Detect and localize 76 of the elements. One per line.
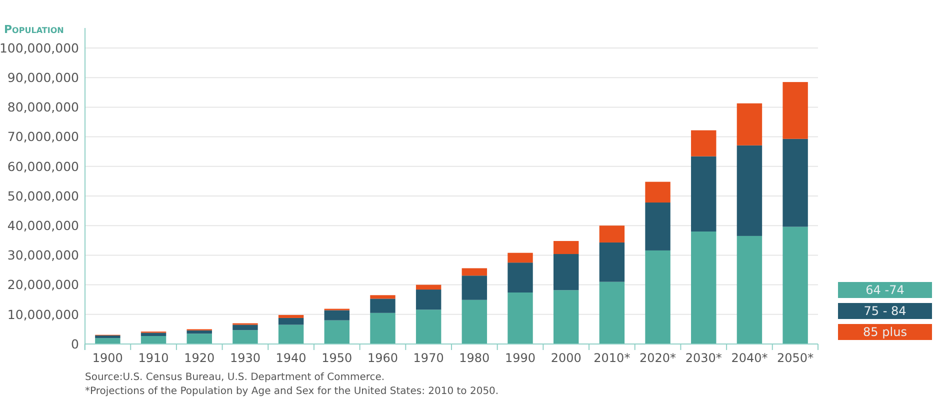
bar bbox=[508, 292, 533, 344]
x-tick-label: 2040* bbox=[731, 351, 768, 365]
x-tick-label: 1940 bbox=[276, 351, 306, 365]
bar bbox=[553, 290, 579, 344]
x-tick-label: 1960 bbox=[367, 351, 398, 365]
bar bbox=[232, 324, 258, 330]
bar bbox=[324, 310, 350, 320]
source-note: Source:U.S. Census Bureau, U.S. Department of Commerce. bbox=[85, 372, 385, 383]
x-tick-label: 1900 bbox=[92, 351, 123, 365]
bar bbox=[232, 330, 258, 344]
y-tick-label: 30,000,000 bbox=[7, 248, 80, 263]
bar bbox=[278, 314, 304, 318]
y-tick-label: 70,000,000 bbox=[7, 129, 80, 144]
bar bbox=[186, 330, 212, 334]
bar bbox=[599, 282, 625, 344]
y-tick-label: 60,000,000 bbox=[7, 158, 80, 174]
y-tick-label: 40,000,000 bbox=[7, 218, 80, 233]
bar bbox=[416, 290, 442, 310]
x-tick-label: 2030* bbox=[685, 351, 722, 365]
bar bbox=[370, 298, 396, 313]
bar bbox=[736, 236, 762, 344]
bar bbox=[599, 226, 625, 242]
y-tick-label: 80,000,000 bbox=[7, 100, 80, 115]
bar bbox=[645, 182, 670, 203]
y-tick-label: 90,000,000 bbox=[7, 70, 80, 85]
bar bbox=[691, 156, 716, 232]
bar bbox=[140, 332, 166, 336]
x-tick-label: 1910 bbox=[138, 351, 169, 365]
bar bbox=[95, 335, 120, 338]
bar bbox=[95, 338, 120, 344]
x-tick-label: 1980 bbox=[459, 351, 490, 365]
y-axis-title: Population bbox=[4, 23, 64, 36]
y-tick-label: 50,000,000 bbox=[7, 188, 80, 204]
bar bbox=[782, 138, 808, 227]
x-tick-label: 2050* bbox=[777, 351, 814, 365]
bar bbox=[462, 276, 488, 300]
x-tick-label: 1990 bbox=[504, 351, 536, 365]
text: 64 -74 bbox=[866, 283, 904, 298]
text: 85 plus bbox=[863, 325, 907, 340]
bar bbox=[691, 232, 716, 344]
x-tick-label: 2020* bbox=[640, 351, 676, 365]
x-tick-label: 1970 bbox=[413, 351, 444, 365]
x-tick-label: 1930 bbox=[230, 351, 260, 365]
y-tick-label: 100,000,000 bbox=[0, 40, 80, 56]
bar bbox=[324, 320, 350, 344]
bar bbox=[736, 145, 762, 236]
bar bbox=[553, 240, 579, 254]
text: 75 - 84 bbox=[864, 304, 906, 318]
y-tick-label: 10,000,000 bbox=[7, 306, 80, 322]
bar bbox=[186, 334, 212, 344]
bar bbox=[416, 284, 442, 290]
y-tick-label: 20,000,000 bbox=[7, 277, 80, 292]
bar bbox=[553, 254, 579, 290]
bar bbox=[278, 318, 304, 325]
bar bbox=[370, 312, 396, 344]
bar bbox=[782, 82, 808, 139]
bar bbox=[691, 130, 716, 156]
bar bbox=[508, 262, 533, 292]
bar bbox=[645, 202, 670, 250]
bar bbox=[599, 242, 625, 282]
bar bbox=[370, 295, 396, 299]
bar bbox=[782, 226, 808, 344]
x-tick-label: 1950 bbox=[322, 351, 352, 365]
bar bbox=[140, 336, 166, 344]
y-tick-label: 0 bbox=[71, 336, 80, 352]
bar bbox=[645, 250, 670, 344]
bar bbox=[278, 324, 304, 344]
x-tick-label: 2010* bbox=[594, 351, 630, 365]
bar bbox=[416, 310, 442, 344]
x-tick-label: 1920 bbox=[184, 351, 215, 365]
text: *Projections of the Population by Age and Sex for the United States: 2010 to 2050. bbox=[85, 386, 499, 397]
bar bbox=[462, 300, 488, 344]
bar bbox=[462, 268, 488, 276]
x-tick-label: 2000 bbox=[550, 351, 582, 365]
bar bbox=[736, 103, 762, 146]
bar bbox=[508, 252, 533, 263]
